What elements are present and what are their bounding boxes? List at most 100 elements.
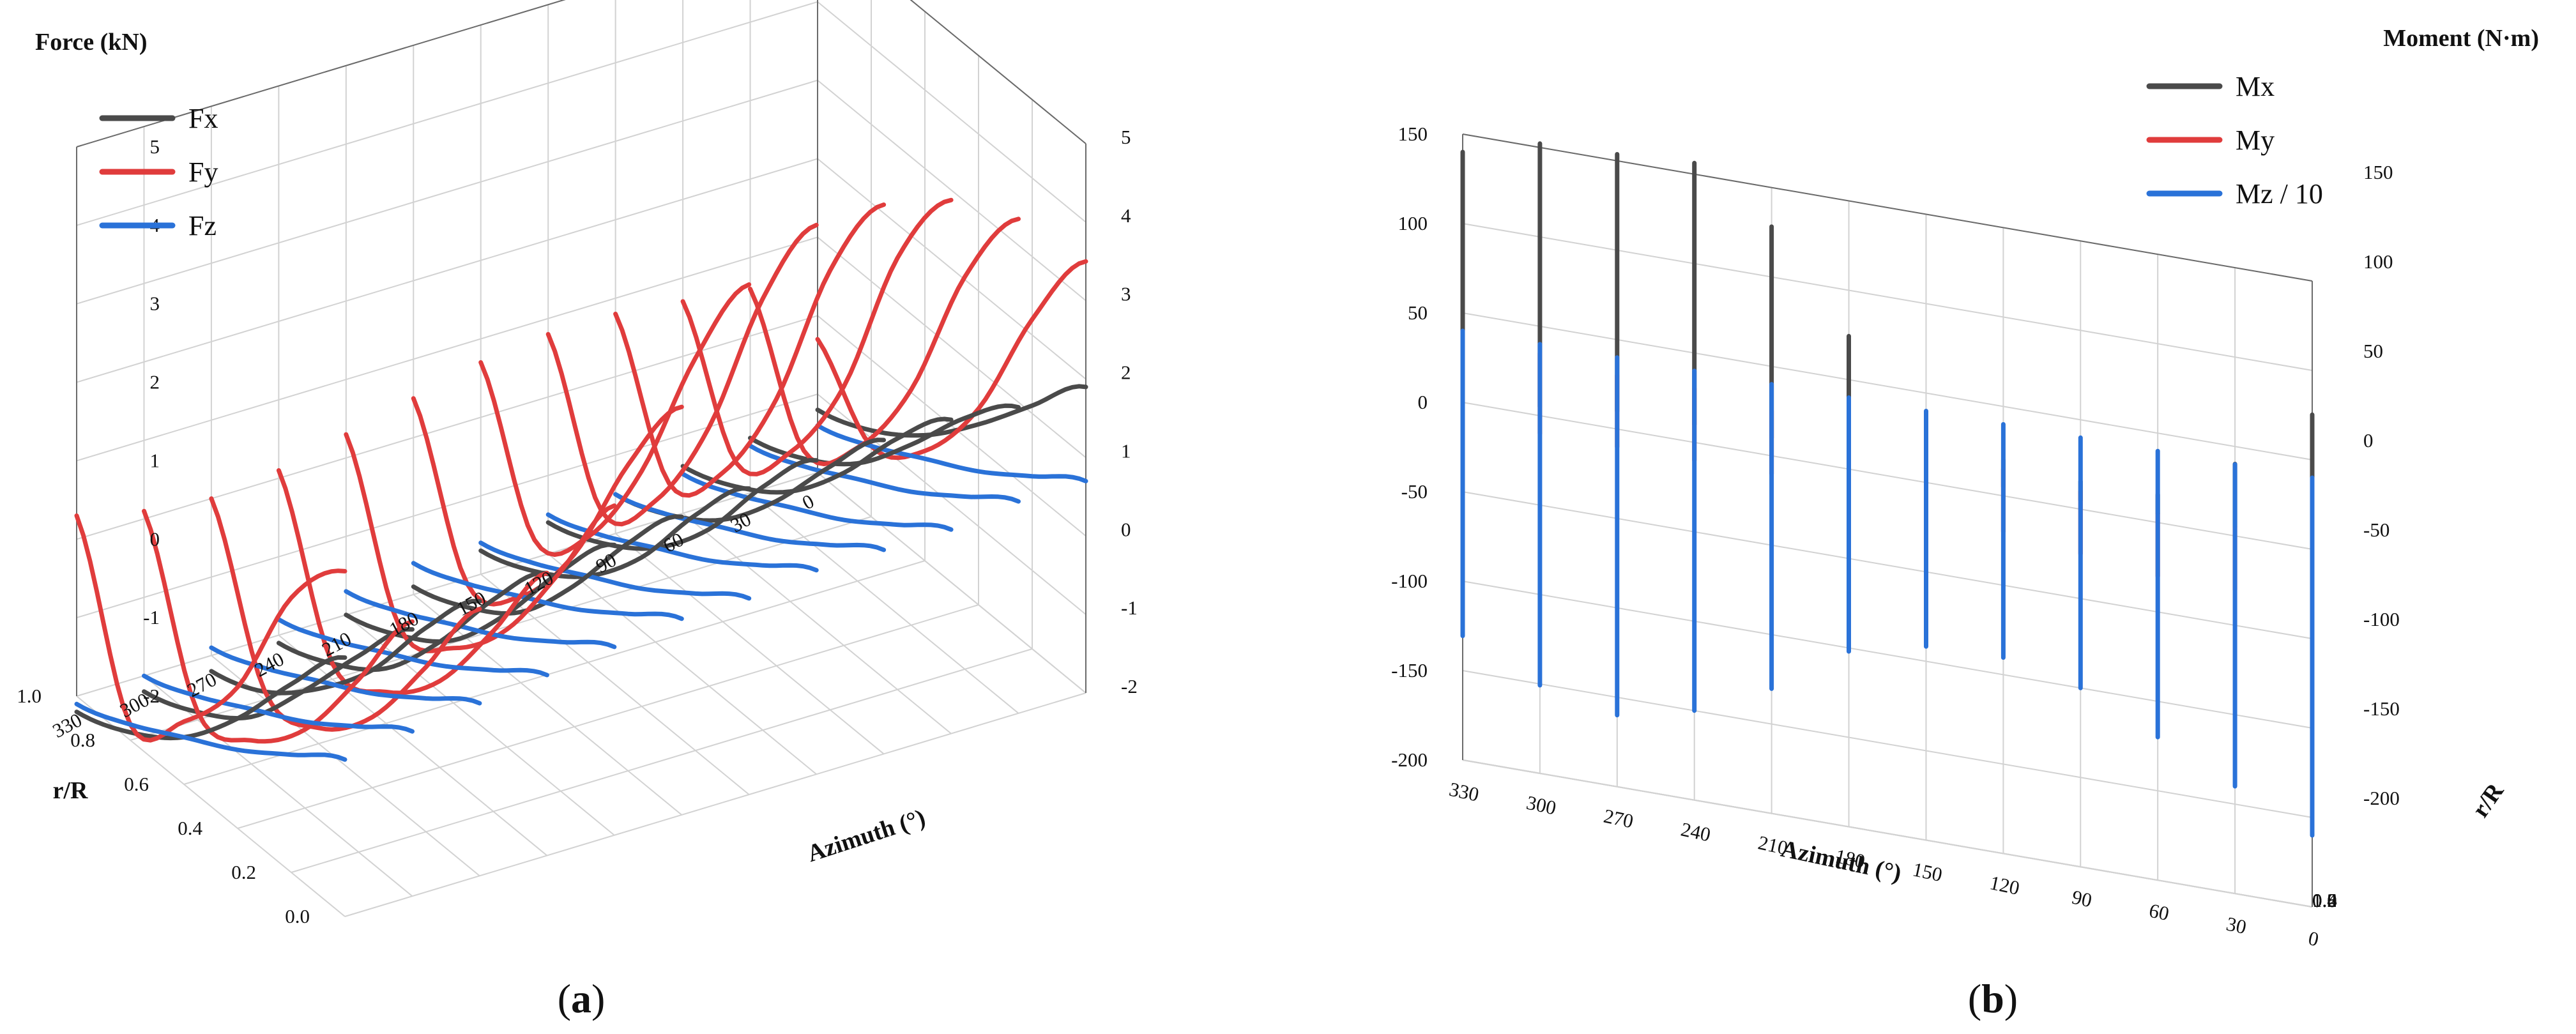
z-tick-label-left: 0 bbox=[150, 528, 160, 550]
legend-label: Fy bbox=[188, 156, 218, 188]
legend-label: Mx bbox=[2236, 71, 2275, 102]
z-tick-label-left: 0 bbox=[1418, 391, 1428, 413]
wall-gridline bbox=[76, 1, 818, 226]
z-tick-label-right: 3 bbox=[1121, 283, 1131, 305]
y-tick-label: 60 bbox=[2147, 899, 2172, 925]
y-tick-label: 150 bbox=[1910, 858, 1944, 886]
x-tick-label: 0.6 bbox=[124, 773, 149, 795]
caption-letter: b bbox=[1981, 976, 2004, 1021]
z-tick-label-left: 2 bbox=[150, 371, 160, 393]
legend-label: Fx bbox=[188, 103, 218, 134]
series-line-fy bbox=[748, 217, 1021, 467]
wall-gridline bbox=[1462, 759, 2313, 908]
axis-frame-edge bbox=[76, 0, 566, 148]
y-tick-label: 330 bbox=[1447, 778, 1481, 806]
panel-caption: (b) bbox=[1968, 976, 2018, 1021]
legend-label: Mz / 10 bbox=[2236, 178, 2323, 209]
z-tick-label-right: 150 bbox=[2363, 161, 2393, 183]
z-tick-label-left: -1 bbox=[143, 606, 160, 628]
y-tick-label: 270 bbox=[1602, 805, 1636, 833]
z-tick-label-left: -100 bbox=[1391, 570, 1428, 592]
wall-gridline bbox=[1462, 223, 2313, 371]
z-tick-label-left: 50 bbox=[1408, 301, 1428, 324]
wall-gridline bbox=[817, 236, 1086, 459]
series-line-fx bbox=[142, 627, 415, 721]
wall-gridline bbox=[1462, 581, 2313, 729]
z-tick-label-right: -100 bbox=[2363, 608, 2400, 630]
series-line-fx bbox=[815, 384, 1088, 438]
y-axis-title: Azimuth (°) bbox=[1778, 835, 1903, 887]
z-axis-title: Moment (N·m) bbox=[2383, 25, 2539, 52]
y-axis-title: Azimuth (°) bbox=[804, 804, 929, 867]
series-line-fy bbox=[545, 222, 819, 527]
z-tick-label-left: -50 bbox=[1401, 480, 1428, 503]
floor-gridline bbox=[413, 594, 682, 816]
series-line-fx bbox=[680, 416, 954, 495]
series-line-fy bbox=[613, 202, 887, 498]
wall-gridline bbox=[76, 315, 818, 540]
z-tick-label-left: -200 bbox=[1391, 749, 1428, 771]
z-tick-label-right: -1 bbox=[1121, 597, 1138, 619]
series-line-fz bbox=[411, 561, 684, 621]
legend: Fx Fy Fz bbox=[99, 103, 218, 241]
z-tick-label-right: 4 bbox=[1121, 204, 1131, 227]
wall-gridline bbox=[76, 0, 566, 148]
wall-gridline bbox=[1462, 402, 2313, 550]
x-tick-label: 0.6 bbox=[2312, 889, 2337, 911]
z-tick-label-right: -200 bbox=[2363, 787, 2400, 809]
legend-label: Fz bbox=[188, 210, 217, 241]
x-tick-label: 0.4 bbox=[2312, 889, 2337, 911]
series-line-fx bbox=[478, 486, 752, 579]
series-line-fx bbox=[74, 655, 347, 741]
wall-gridline bbox=[76, 393, 818, 619]
series-line-fy bbox=[815, 259, 1088, 460]
series-line-fz bbox=[478, 540, 752, 601]
wall-gridline bbox=[817, 158, 1086, 380]
x-tick-label: 1.0 bbox=[2312, 889, 2337, 911]
y-tick-label: 30 bbox=[2224, 912, 2248, 938]
caption-paren: ( bbox=[1968, 976, 1981, 1021]
z-tick-label-right: 100 bbox=[2363, 250, 2393, 273]
axis-frame-edge bbox=[910, 0, 1086, 144]
floor-gridline bbox=[615, 533, 885, 755]
wall-gridline bbox=[76, 472, 818, 697]
floor-gridline bbox=[211, 655, 480, 877]
y-tick-label: 90 bbox=[2070, 886, 2094, 912]
x-tick-label: 0.0 bbox=[285, 905, 310, 927]
z-tick-label-right: 0 bbox=[1121, 518, 1131, 540]
x-tick-label: 0.8 bbox=[2312, 889, 2337, 911]
floor-gridline bbox=[183, 560, 926, 785]
series-line-fx bbox=[209, 598, 482, 696]
wall-gridline bbox=[1462, 312, 2313, 460]
wall-gridline bbox=[817, 79, 1086, 301]
z-tick-label-right: -150 bbox=[2363, 697, 2400, 720]
z-tick-label-left: 100 bbox=[1398, 212, 1428, 234]
floor-gridline bbox=[291, 648, 1033, 873]
z-tick-label-right: -2 bbox=[1121, 675, 1138, 697]
panel-b: 0.00.20.40.60.81.00306090120150180210240… bbox=[1391, 25, 2539, 1021]
series-line-fz bbox=[344, 589, 617, 650]
wall-gridline bbox=[76, 236, 818, 462]
z-tick-label-right: -50 bbox=[2363, 519, 2389, 541]
series-line-fy bbox=[680, 197, 954, 476]
series-line-fz bbox=[209, 645, 482, 706]
x-tick-label: 0.2 bbox=[2312, 889, 2337, 911]
y-tick-label: 240 bbox=[1679, 818, 1713, 846]
wall-gridline bbox=[817, 472, 1086, 694]
z-tick-label-left: 5 bbox=[150, 135, 160, 158]
wall-gridline bbox=[1462, 491, 2313, 639]
wall-gridline bbox=[76, 79, 818, 305]
wall-gridline bbox=[910, 0, 1086, 144]
z-tick-label-left: -2 bbox=[143, 685, 160, 707]
floor-gridline bbox=[237, 604, 979, 829]
series-line-fy bbox=[74, 513, 347, 743]
floor-gridline bbox=[682, 512, 952, 734]
z-tick-label-left: -150 bbox=[1391, 659, 1428, 681]
floor-gridline bbox=[76, 696, 346, 917]
x-tick-label: 1.0 bbox=[17, 685, 42, 707]
z-axis-title: Force (kN) bbox=[35, 29, 148, 56]
legend-label: My bbox=[2236, 125, 2275, 156]
panel-a: 0.00.20.40.60.81.00306090120150180210240… bbox=[17, 0, 1138, 1021]
x-axis-title: r/R bbox=[2467, 778, 2509, 822]
